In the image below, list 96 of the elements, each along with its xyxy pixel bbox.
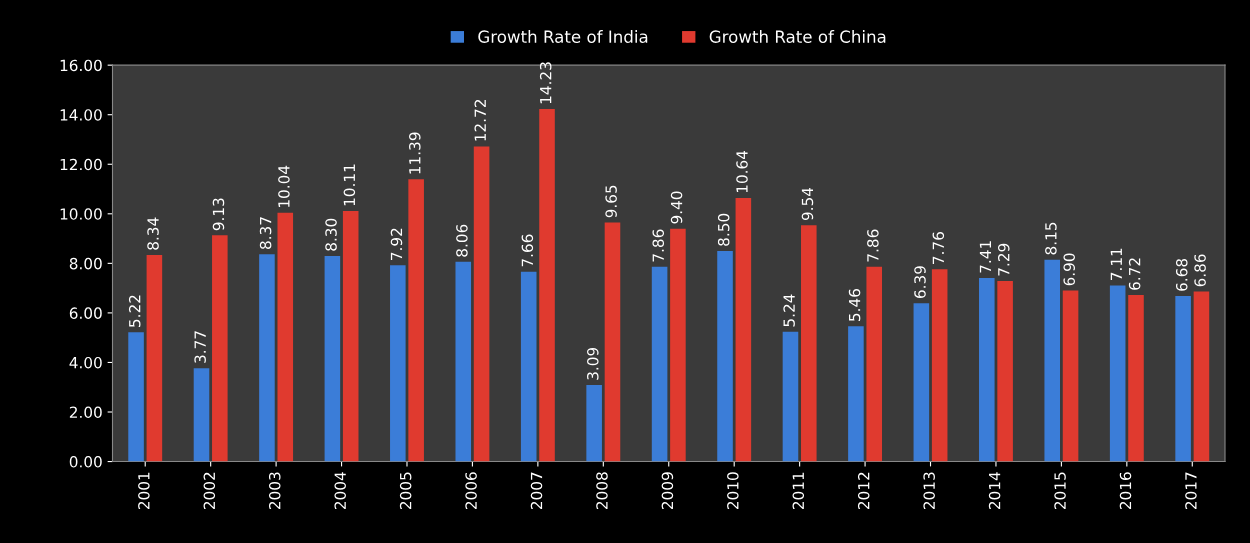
data-label: 6.72: [1128, 258, 1141, 290]
data-label: 10.64: [736, 150, 748, 193]
data-label: 5.24: [783, 294, 795, 327]
data-label: 6.39: [914, 266, 926, 299]
x-tick-label: 2003: [268, 472, 281, 510]
x-tick-label: 2008: [596, 472, 608, 510]
y-tick-label: 6.00: [69, 307, 102, 319]
bar: [997, 280, 1013, 462]
data-label: 7.66: [521, 234, 534, 267]
data-label: 9.40: [670, 191, 683, 224]
y-tick-label: 10.00: [60, 208, 102, 220]
x-tick-label: 2007: [530, 472, 543, 510]
bar: [520, 271, 537, 462]
data-label: 10.11: [343, 164, 356, 206]
data-label: 7.86: [652, 229, 665, 262]
y-tick-label: 4.00: [69, 356, 102, 369]
x-tick-label: 2005: [399, 472, 412, 510]
x-tick-label: 2009: [661, 472, 674, 510]
data-label: 10.04: [278, 165, 290, 207]
y-tick-label: 8.00: [69, 257, 102, 270]
bar: [455, 261, 472, 462]
bar: [1109, 285, 1126, 462]
bar: [324, 255, 341, 462]
bar: [717, 250, 733, 462]
data-label: 12.72: [474, 100, 486, 141]
data-label: 8.06: [456, 224, 468, 257]
bar: [604, 222, 621, 462]
data-label: 6.90: [1063, 253, 1075, 286]
data-label: 7.29: [997, 243, 1010, 276]
data-label: 5.46: [848, 289, 861, 321]
x-tick-label: 2006: [465, 472, 477, 510]
y-tick-label: 2.00: [69, 406, 102, 419]
x-tick-label: 2014: [988, 472, 1001, 510]
bar: [259, 254, 275, 462]
data-label: 8.34: [147, 217, 159, 250]
bar: [979, 277, 995, 462]
bar: [1175, 296, 1191, 462]
x-tick-label: 2017: [1185, 472, 1197, 510]
y-tick-label: 0.00: [69, 456, 102, 468]
bar: [1128, 295, 1144, 462]
data-label: 3.77: [194, 331, 206, 363]
bar: [212, 235, 228, 462]
bar: [735, 197, 752, 462]
legend-label: Growth Rate of China: [709, 30, 886, 43]
bar: [1193, 291, 1210, 462]
data-label: 6.68: [1175, 258, 1188, 291]
bar: [866, 266, 883, 462]
data-label: 9.13: [212, 198, 225, 231]
y-tick-label: 12.00: [60, 158, 102, 171]
bar: [193, 368, 210, 462]
data-label: 7.86: [867, 229, 879, 262]
bar: [1062, 290, 1079, 462]
bar: [390, 265, 406, 462]
bar: [651, 266, 668, 462]
x-tick-label: 2002: [203, 472, 216, 510]
data-label: 3.09: [587, 347, 599, 380]
bar: [1044, 259, 1061, 462]
data-label: 11.39: [409, 132, 421, 174]
data-label: 7.11: [1110, 248, 1122, 280]
bar: [342, 211, 359, 462]
data-label: 9.54: [801, 187, 814, 221]
data-label: 8.30: [325, 218, 337, 251]
data-label: 8.37: [259, 217, 272, 249]
x-tick-label: 2012: [857, 472, 870, 510]
data-label: 6.86: [1194, 254, 1206, 287]
bar: [848, 326, 864, 462]
data-label: 5.22: [128, 295, 141, 327]
data-label: 8.15: [1045, 222, 1057, 255]
bar: [146, 254, 163, 462]
bar: [913, 303, 930, 462]
bar: [801, 225, 817, 462]
x-tick-label: 2016: [1119, 472, 1132, 510]
x-tick-label: 2011: [792, 472, 805, 510]
data-label: 14.23: [539, 62, 552, 104]
y-tick-label: 16.00: [60, 59, 102, 72]
bar: [473, 146, 490, 462]
data-label: 8.50: [717, 213, 730, 246]
x-tick-label: 2004: [334, 472, 346, 510]
x-tick-label: 2001: [138, 472, 150, 510]
data-label: 7.41: [979, 241, 992, 273]
x-tick-label: 2010: [727, 472, 739, 510]
data-label: 7.76: [932, 232, 945, 264]
bar: [539, 109, 555, 462]
data-label: 9.65: [605, 185, 617, 218]
x-tick-label: 2013: [923, 472, 935, 510]
bar: [277, 212, 294, 462]
data-label: 7.92: [390, 228, 403, 260]
bar: [408, 179, 424, 462]
bar: [782, 331, 799, 462]
bar: [586, 385, 602, 462]
y-tick-label: 14.00: [60, 109, 102, 121]
x-tick-label: 2015: [1054, 472, 1066, 510]
bar: [670, 228, 686, 462]
bar: [931, 269, 948, 462]
bar: [128, 332, 144, 462]
legend-label: Growth Rate of India: [478, 30, 648, 43]
